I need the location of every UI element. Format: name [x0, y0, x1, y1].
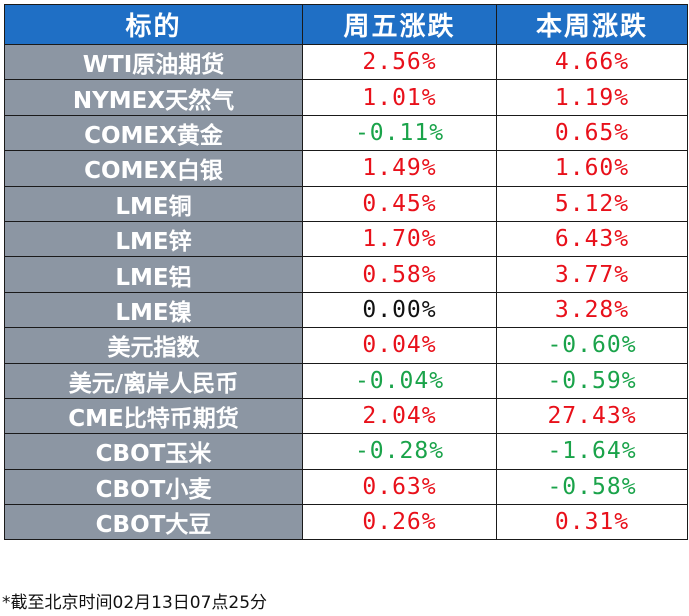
- asset-name: 美元/离岸人民币: [4, 362, 303, 399]
- header-asset: 标的: [4, 4, 303, 45]
- friday-change: 0.63%: [302, 468, 497, 506]
- asset-name: CBOT小麦: [4, 468, 303, 506]
- week-change: 1.60%: [496, 150, 688, 187]
- table-row: CBOT大豆 0.26% 0.31%: [4, 504, 688, 541]
- week-change: 3.77%: [496, 256, 688, 293]
- asset-name: COMEX白银: [4, 150, 303, 187]
- friday-change: -0.04%: [302, 362, 497, 399]
- asset-name: CBOT玉米: [4, 433, 303, 470]
- asset-name: COMEX黄金: [4, 114, 303, 152]
- header-week-change: 本周涨跌: [496, 4, 688, 45]
- week-change: 4.66%: [496, 43, 688, 81]
- header-row: 标的 周五涨跌 本周涨跌: [4, 4, 688, 45]
- table-row: CME比特币期货 2.04% 27.43%: [4, 397, 688, 435]
- friday-change: -0.11%: [302, 114, 497, 152]
- asset-name: 美元指数: [4, 327, 303, 364]
- footnote: *截至北京时间02月13日07点25分: [2, 593, 268, 613]
- table-row: 美元/离岸人民币 -0.04% -0.59%: [4, 362, 688, 399]
- asset-name: LME铝: [4, 256, 303, 293]
- friday-change: 1.70%: [302, 220, 497, 258]
- table-row: WTI原油期货 2.56% 4.66%: [4, 43, 688, 81]
- table-row: COMEX白银 1.49% 1.60%: [4, 150, 688, 187]
- table-row: CBOT小麦 0.63% -0.58%: [4, 468, 688, 506]
- week-change: -1.64%: [496, 433, 688, 470]
- table-row: NYMEX天然气 1.01% 1.19%: [4, 79, 688, 116]
- friday-change: 0.26%: [302, 504, 497, 541]
- table-body: WTI原油期货 2.56% 4.66% NYMEX天然气 1.01% 1.19% COMEX…: [4, 43, 688, 541]
- asset-name: CBOT大豆: [4, 504, 303, 541]
- table-row: 美元指数 0.04% -0.60%: [4, 327, 688, 364]
- asset-name: LME铜: [4, 185, 303, 222]
- friday-change: 0.04%: [302, 327, 497, 364]
- asset-name: LME镍: [4, 291, 303, 329]
- asset-name: CME比特币期货: [4, 397, 303, 435]
- table-row: LME锌 1.70% 6.43%: [4, 220, 688, 258]
- table-row: LME铝 0.58% 3.77%: [4, 256, 688, 293]
- friday-change: 2.04%: [302, 397, 497, 435]
- week-change: 0.65%: [496, 114, 688, 152]
- asset-name: NYMEX天然气: [4, 79, 303, 116]
- table-row: CBOT玉米 -0.28% -1.64%: [4, 433, 688, 470]
- friday-change: 0.45%: [302, 185, 497, 222]
- week-change: 6.43%: [496, 220, 688, 258]
- friday-change: 1.01%: [302, 79, 497, 116]
- asset-name: WTI原油期货: [4, 43, 303, 81]
- week-change: 3.28%: [496, 291, 688, 329]
- friday-change: 2.56%: [302, 43, 497, 81]
- week-change: 5.12%: [496, 185, 688, 222]
- week-change: -0.59%: [496, 362, 688, 399]
- week-change: 0.31%: [496, 504, 688, 541]
- week-change: 1.19%: [496, 79, 688, 116]
- friday-change: 1.49%: [302, 150, 497, 187]
- market-table: 标的 周五涨跌 本周涨跌 WTI原油期货 2.56% 4.66% NYMEX天然气 1.…: [4, 4, 688, 541]
- header-friday-change: 周五涨跌: [302, 4, 497, 45]
- table-row: LME铜 0.45% 5.12%: [4, 185, 688, 222]
- week-change: 27.43%: [496, 397, 688, 435]
- friday-change: 0.58%: [302, 256, 497, 293]
- friday-change: -0.28%: [302, 433, 497, 470]
- week-change: -0.58%: [496, 468, 688, 506]
- table-row: LME镍 0.00% 3.28%: [4, 291, 688, 329]
- week-change: -0.60%: [496, 327, 688, 364]
- friday-change: 0.00%: [302, 291, 497, 329]
- table-row: COMEX黄金 -0.11% 0.65%: [4, 114, 688, 152]
- asset-name: LME锌: [4, 220, 303, 258]
